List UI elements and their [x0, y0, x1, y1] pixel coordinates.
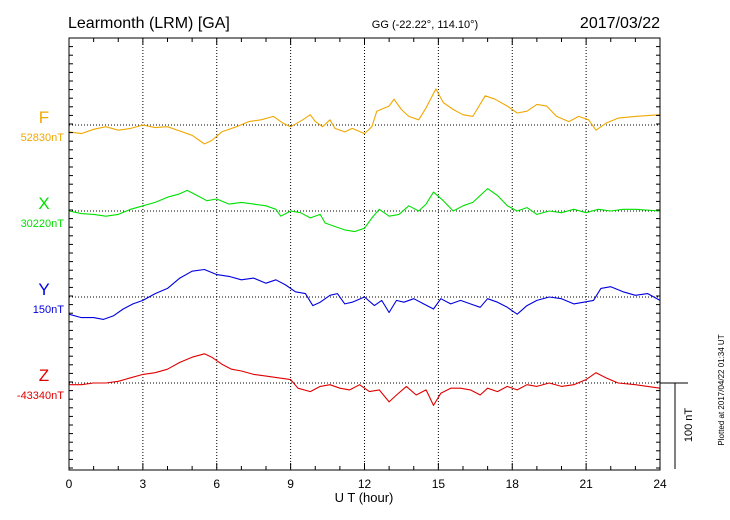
scale-bar: 100 nT: [660, 382, 695, 469]
x-tick-label: 18: [506, 477, 520, 491]
x-tick-label: 6: [213, 477, 220, 491]
series-name-x: X: [38, 194, 49, 213]
trace-group: [68, 88, 661, 406]
x-tick-label: 9: [287, 477, 294, 491]
x-tick-label: 15: [432, 477, 446, 491]
trace-x: [68, 188, 661, 233]
series-name-y: Y: [38, 280, 49, 299]
series-labels: F 52830nT X 30220nT Y 150nT Z -43340nT: [17, 108, 64, 402]
date-label: 2017/03/22: [580, 15, 660, 32]
series-name-z: Z: [39, 366, 49, 385]
trace-z: [69, 353, 661, 406]
trace-f: [68, 88, 661, 145]
baseline-value-z: -43340nT: [17, 390, 64, 402]
grid-lines: [69, 38, 660, 470]
x-axis: 0 3 6 9 12 15 18 21 24: [66, 37, 667, 491]
x-tick-label: 0: [66, 477, 73, 491]
coordinates-label: GG (-22.22°, 114.10°): [372, 19, 478, 31]
baseline-value-x: 30220nT: [21, 218, 65, 230]
plotted-at-note: Plotted at 2017/04/22 01:34 UT: [717, 334, 726, 445]
x-tick-label: 24: [653, 477, 667, 491]
scale-bar-label: 100 nT: [683, 408, 695, 443]
x-tick-label: 12: [358, 477, 372, 491]
series-name-f: F: [39, 108, 49, 127]
x-axis-title: U T (hour): [335, 490, 394, 505]
station-title: Learmonth (LRM) [GA]: [68, 15, 230, 32]
x-tick-label: 21: [579, 477, 593, 491]
x-tick-label: 3: [140, 477, 147, 491]
trace-y: [68, 268, 661, 320]
baseline-value-f: 52830nT: [21, 132, 65, 144]
baseline-value-y: 150nT: [33, 304, 64, 316]
